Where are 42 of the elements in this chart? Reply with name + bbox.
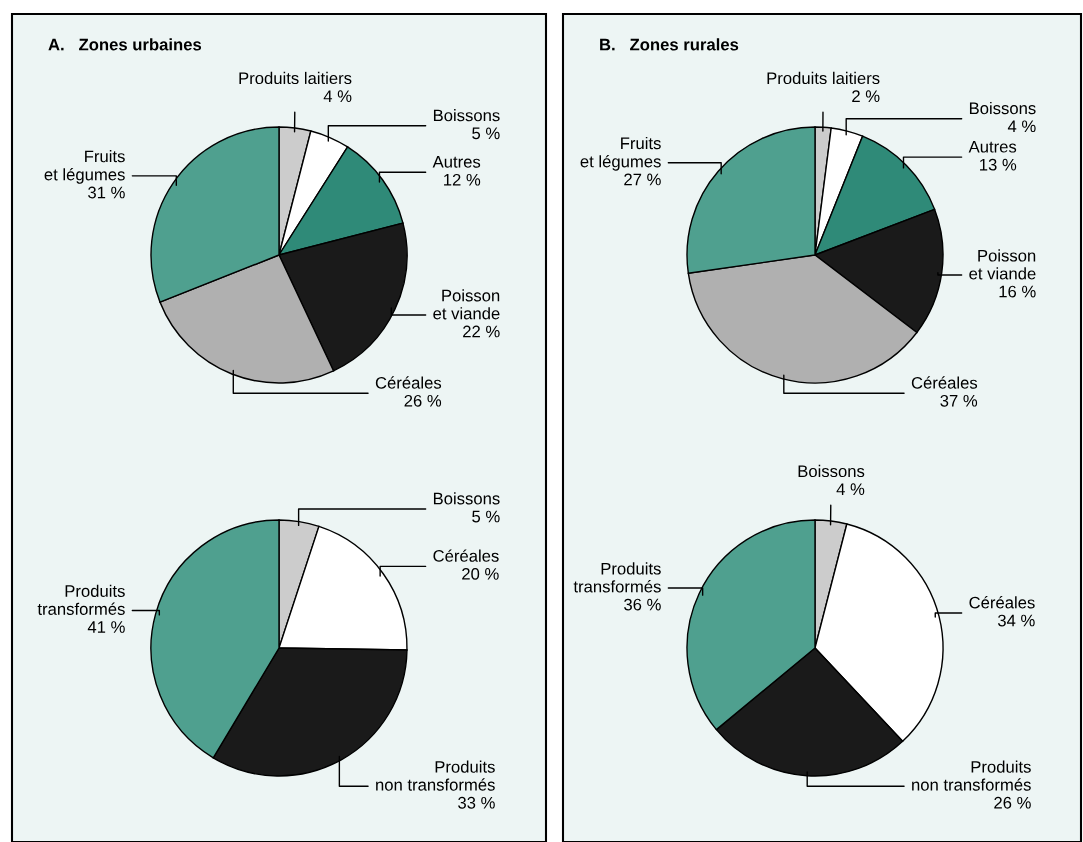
slice-label: Autres: [432, 156, 481, 168]
slice-label: Boissons: [969, 101, 1036, 115]
slice-label: Produits laitiers: [767, 71, 880, 85]
slice-label: Produits non transformés: [376, 760, 495, 791]
slice-label: Fruits et légumes: [580, 136, 661, 171]
data-label: 26 %: [994, 796, 1031, 809]
data-label: 22 %: [463, 325, 500, 338]
data-label: 4 %: [1007, 120, 1036, 133]
slice-label: Produits non transformés: [912, 760, 1031, 791]
slice-label: Boissons: [433, 109, 500, 122]
slice-label: Produits transformés: [573, 562, 661, 593]
slice-label: Poisson et viande: [433, 289, 500, 320]
data-label: 4 %: [323, 90, 352, 102]
data-label: 37 %: [940, 394, 978, 407]
slice-label: Boissons: [798, 464, 865, 478]
data-label: 36 %: [624, 598, 661, 611]
data-label: 33 %: [458, 796, 495, 809]
data-label: 12 %: [444, 173, 481, 186]
slice-label: Poisson et viande: [969, 249, 1036, 280]
data-label: 27 %: [624, 173, 661, 186]
chart-title: B. Zones rurales: [600, 38, 739, 51]
data-label: 26 %: [404, 394, 442, 407]
data-label: 5 %: [472, 510, 500, 523]
slice-label: Céréales: [969, 596, 1035, 609]
data-label: 2 %: [852, 90, 880, 102]
chart-title: A. Zones urbaines: [48, 38, 202, 51]
slice-label: Autres: [968, 140, 1017, 153]
slice-label: Fruits et légumes: [44, 150, 125, 184]
slice-label: Céréales: [911, 376, 978, 389]
slice-label: Céréales: [375, 376, 442, 389]
data-label: 5 %: [472, 127, 500, 140]
data-label: 31 %: [88, 186, 125, 199]
data-label: 16 %: [999, 285, 1036, 298]
data-label: 34 %: [997, 614, 1035, 627]
slice-label: Produits transformés: [37, 584, 125, 615]
data-label: 13 %: [980, 158, 1017, 171]
data-label: 20 %: [462, 567, 499, 580]
slice-label: Céréales: [433, 549, 499, 562]
slice-label: Boissons: [433, 492, 500, 505]
slice-label: Produits laitiers: [239, 71, 352, 85]
data-label: 4 %: [836, 483, 865, 495]
data-label: 41 %: [87, 621, 125, 633]
